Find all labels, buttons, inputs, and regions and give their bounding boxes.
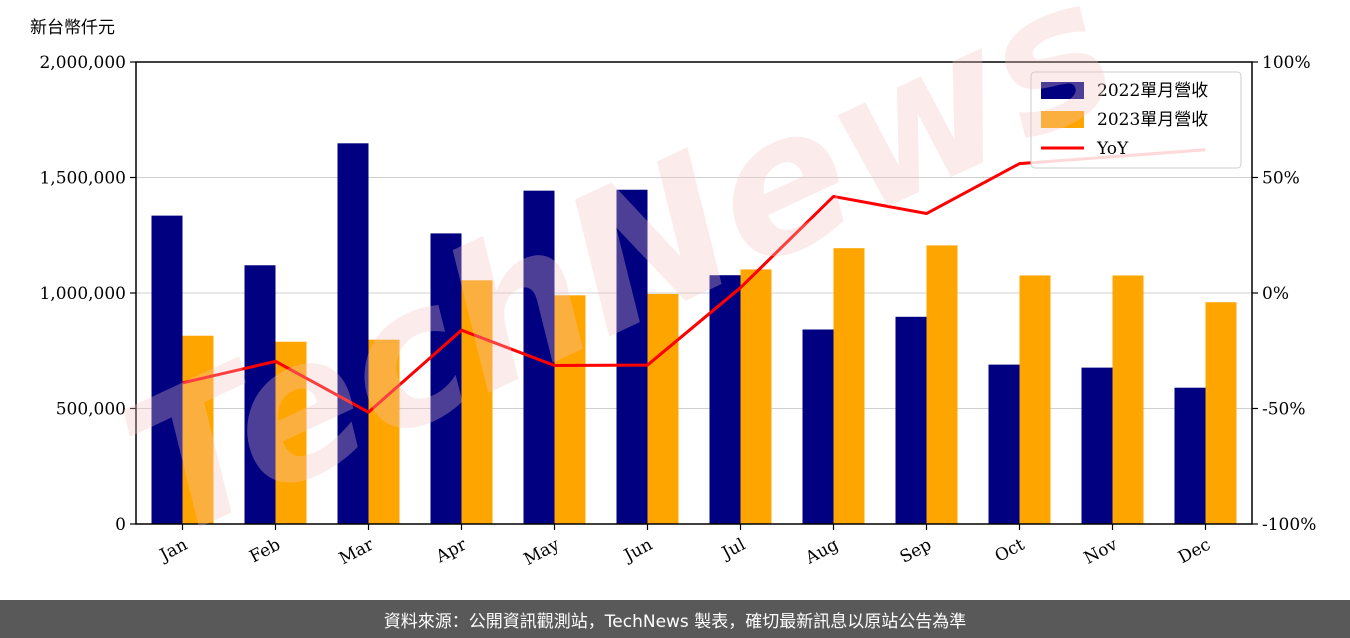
legend-label: 2023單月營收: [1097, 110, 1208, 130]
y-left-tick-label: 2,000,000: [39, 53, 126, 73]
bar-2022-feb: [244, 265, 276, 524]
bars: [151, 143, 1237, 525]
bar-2023-feb: [275, 341, 307, 524]
bar-2022-nov: [1081, 367, 1113, 524]
bar-2022-jun: [616, 189, 648, 525]
bar-2023-may: [554, 295, 586, 524]
x-tick-label-jul: Jul: [717, 535, 749, 564]
bar-2022-may: [523, 190, 555, 525]
bar-2022-jan: [151, 215, 183, 525]
bar-2022-apr: [430, 233, 462, 525]
bar-2022-oct: [988, 364, 1020, 524]
bar-2022-sep: [895, 316, 927, 524]
legend-swatch: [1041, 111, 1084, 128]
y-left-tick-label: 500,000: [56, 400, 126, 420]
y-right-tick-label: 100%: [1262, 53, 1311, 73]
bar-2023-sep: [926, 245, 958, 524]
source-footer: 資料來源：公開資訊觀測站，TechNews 製表，確切最新訊息以原站公告為準: [0, 600, 1350, 638]
bar-2023-aug: [833, 248, 865, 524]
x-tick-label-apr: Apr: [432, 534, 471, 567]
x-tick-label-dec: Dec: [1175, 535, 1214, 568]
bar-2023-jan: [182, 335, 214, 524]
bar-2023-oct: [1019, 275, 1051, 524]
bar-2022-mar: [337, 143, 369, 524]
bar-2023-mar: [368, 339, 400, 524]
y-left-tick-label: 0: [115, 515, 126, 535]
bar-2023-apr: [461, 280, 493, 524]
gridlines: [136, 177, 1252, 409]
x-tick-label-jun: Jun: [619, 535, 656, 567]
legend: 2022單月營收 2023單月營收 YoY: [1030, 71, 1242, 169]
y-left-tick-label: 1,500,000: [39, 169, 126, 189]
y-right-tick-label: 0%: [1262, 284, 1289, 304]
bar-2023-jul: [740, 269, 772, 524]
x-tick-label-aug: Aug: [801, 535, 841, 569]
bar-2023-jun: [647, 293, 679, 524]
legend-label: YoY: [1096, 139, 1129, 159]
x-tick-label-sep: Sep: [897, 535, 935, 568]
bar-2022-dec: [1174, 387, 1206, 524]
chart-svg: 新台幣仟元 0 500,000 1,000,000 1,500,000 2,000,00…: [30, 0, 1316, 583]
bar-2022-jul: [709, 275, 741, 524]
y-left-tick-label: 1,000,000: [39, 284, 126, 304]
bar-2023-nov: [1112, 275, 1144, 524]
y-unit-label: 新台幣仟元: [30, 18, 115, 38]
x-ticks: Jan Feb Mar Apr May Jun Jul Aug Sep Oct Nov Dec: [155, 524, 1214, 570]
legend-swatch: [1041, 82, 1084, 99]
x-tick-label-mar: Mar: [336, 534, 378, 569]
y-right-tick-label: 50%: [1262, 169, 1300, 189]
x-tick-label-oct: Oct: [992, 535, 1028, 567]
x-tick-label-nov: Nov: [1081, 535, 1121, 569]
y-left-ticks: 0 500,000 1,000,000 1,500,000 2,000,000: [39, 53, 136, 535]
y-right-ticks: -100% -50% 0% 50% 100%: [1252, 53, 1316, 535]
bar-2023-dec: [1205, 302, 1237, 524]
y-right-tick-label: -100%: [1262, 515, 1316, 535]
x-tick-label-may: May: [521, 535, 564, 570]
bar-2022-aug: [802, 329, 834, 524]
legend-label: 2022單月營收: [1097, 81, 1208, 101]
y-right-tick-label: -50%: [1262, 400, 1306, 420]
